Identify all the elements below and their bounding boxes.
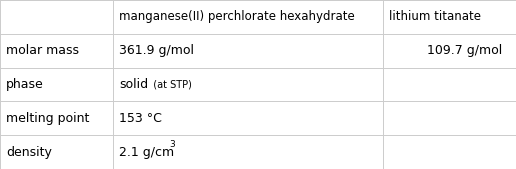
Text: 2.1 g/cm: 2.1 g/cm <box>119 146 174 159</box>
Text: 3: 3 <box>169 140 175 149</box>
Text: manganese(II) perchlorate hexahydrate: manganese(II) perchlorate hexahydrate <box>119 10 355 23</box>
Text: molar mass: molar mass <box>6 44 79 57</box>
Text: melting point: melting point <box>6 112 89 125</box>
Text: lithium titanate: lithium titanate <box>389 10 481 23</box>
Text: 361.9 g/mol: 361.9 g/mol <box>119 44 194 57</box>
Text: density: density <box>6 146 52 159</box>
Text: (at STP): (at STP) <box>147 79 192 90</box>
Text: phase: phase <box>6 78 44 91</box>
Text: 153 °C: 153 °C <box>119 112 162 125</box>
Text: solid: solid <box>119 78 148 91</box>
Text: 109.7 g/mol: 109.7 g/mol <box>427 44 502 57</box>
